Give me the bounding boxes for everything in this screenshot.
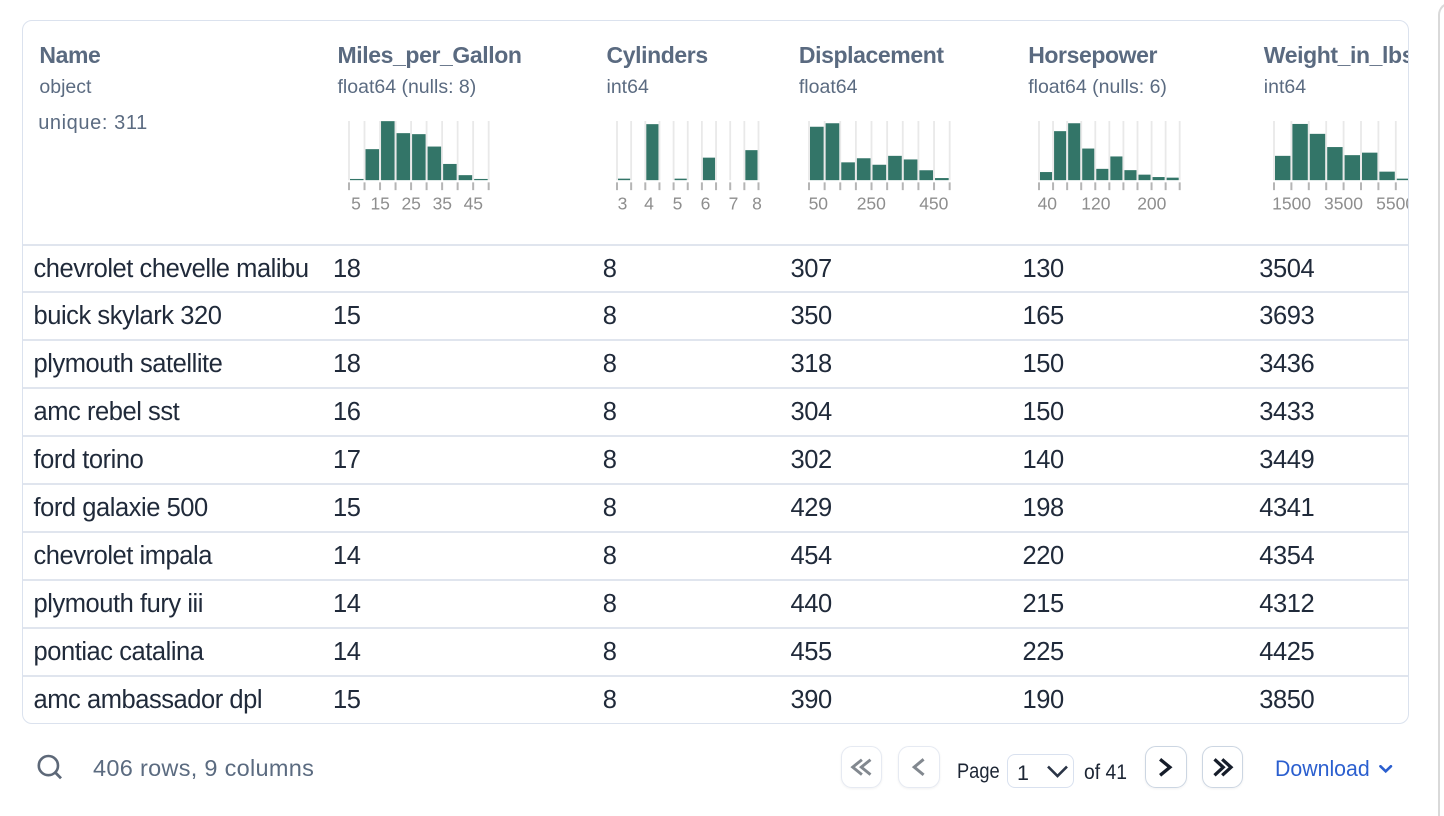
svg-text:3500: 3500 (1324, 193, 1363, 213)
svg-text:1500: 1500 (1273, 193, 1311, 213)
svg-text:45: 45 (463, 193, 482, 213)
svg-text:8: 8 (752, 193, 762, 213)
svg-text:5: 5 (672, 193, 682, 213)
svg-text:15: 15 (370, 193, 389, 213)
svg-text:4: 4 (644, 193, 654, 213)
svg-text:250: 250 (857, 193, 886, 213)
svg-text:450: 450 (919, 193, 948, 213)
svg-text:120: 120 (1081, 193, 1110, 213)
svg-text:35: 35 (432, 193, 451, 213)
svg-text:25: 25 (401, 193, 420, 213)
svg-text:40: 40 (1038, 193, 1057, 213)
svg-text:6: 6 (700, 193, 710, 213)
svg-text:3: 3 (617, 193, 627, 213)
svg-text:200: 200 (1137, 193, 1166, 213)
svg-text:5: 5 (351, 193, 361, 213)
svg-text:50: 50 (809, 193, 829, 213)
svg-text:7: 7 (728, 193, 738, 213)
svg-text:5500: 5500 (1377, 193, 1409, 213)
